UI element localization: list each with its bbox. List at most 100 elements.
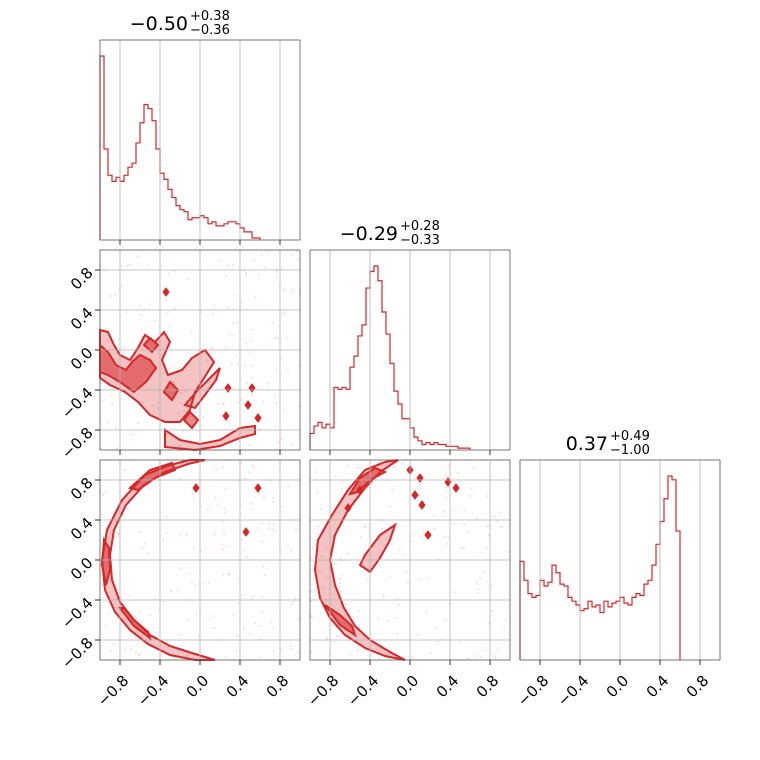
scatter-point: [185, 534, 188, 537]
contour-island: [254, 483, 262, 493]
contour-fill-outer: [100, 330, 214, 422]
scatter-point: [201, 415, 205, 418]
scatter-point: [231, 264, 234, 267]
scatter-point: [460, 546, 464, 549]
scatter-point: [452, 508, 455, 512]
scatter-point: [469, 494, 472, 498]
scatter-point: [207, 581, 211, 584]
scatter-point: [271, 626, 274, 629]
scatter-point: [222, 533, 226, 536]
scatter-point: [235, 321, 239, 324]
scatter-point: [211, 313, 215, 316]
scatter-point: [237, 601, 240, 605]
scatter-point: [363, 523, 367, 526]
scatter-point: [500, 525, 504, 528]
scatter-point: [123, 469, 127, 472]
scatter-point: [289, 549, 293, 552]
contour-island: [344, 503, 352, 513]
scatter-point: [254, 296, 257, 299]
scatter-point: [340, 481, 344, 484]
scatter-point: [325, 546, 328, 549]
scatter-point: [505, 563, 508, 566]
scatter-point: [237, 577, 240, 580]
scatter-point: [295, 250, 299, 253]
scatter-point: [249, 340, 253, 343]
contour-line-inner: [182, 410, 200, 430]
scatter-point: [244, 271, 247, 275]
contour-fill-inner: [130, 463, 175, 490]
scatter-point: [133, 616, 136, 619]
contour-island: [411, 490, 419, 500]
scatter-point: [221, 574, 225, 577]
scatter-point: [257, 273, 261, 276]
contour-island: [192, 483, 200, 493]
scatter-point: [194, 583, 197, 586]
scatter-point: [281, 267, 284, 270]
scatter-point: [275, 369, 278, 372]
scatter-point: [326, 637, 329, 640]
scatter-point: [227, 421, 231, 425]
scatter-point: [221, 465, 224, 469]
scatter-point: [340, 590, 344, 593]
scatter-point: [249, 443, 252, 446]
scatter-point: [411, 540, 414, 543]
scatter-point: [185, 531, 188, 535]
scatter-point: [213, 531, 216, 534]
scatter-point: [236, 401, 239, 404]
scatter-point: [447, 465, 450, 468]
scatter-point: [462, 523, 466, 526]
scatter-point: [475, 654, 478, 657]
scatter-point: [112, 643, 115, 646]
scatter-point: [403, 553, 406, 557]
scatter-point: [143, 542, 147, 545]
contour-line-outer: [99, 328, 216, 423]
scatter-point: [109, 295, 112, 298]
scatter-point: [319, 570, 322, 573]
scatter-point: [334, 475, 337, 478]
contour-line-inner: [127, 461, 177, 492]
scatter-point: [263, 265, 266, 269]
scatter-point: [479, 577, 482, 580]
scatter-point: [213, 626, 216, 629]
scatter-point: [114, 606, 117, 609]
scatter-point: [227, 333, 230, 336]
contour-line-inner: [162, 380, 180, 402]
scatter-point: [104, 490, 107, 493]
scatter-point: [137, 422, 140, 425]
contour-island: [222, 411, 230, 421]
scatter-point: [140, 546, 143, 549]
scatter-point: [268, 522, 271, 526]
scatter-point: [214, 496, 217, 499]
scatter-point: [267, 527, 271, 530]
contour-fill-inner: [120, 608, 150, 638]
scatter-point: [320, 555, 323, 558]
scatter-point: [111, 402, 114, 406]
scatter-point: [165, 532, 168, 535]
scatter-point: [261, 611, 264, 614]
scatter-point: [249, 633, 252, 636]
scatter-point: [392, 466, 395, 469]
scatter-point: [418, 578, 421, 581]
scatter-point: [243, 549, 246, 552]
scatter-point: [479, 551, 482, 554]
scatter-point: [295, 529, 298, 532]
scatter-point: [286, 369, 290, 372]
scatter-point: [475, 581, 478, 584]
scatter-point: [173, 381, 176, 385]
scatter-point: [177, 411, 181, 414]
scatter-point: [467, 656, 470, 660]
scatter-point: [443, 535, 446, 538]
scatter-point: [140, 328, 144, 331]
contour-layer: [99, 287, 460, 661]
panel-title-2: 0.37 +0.49−1.00: [566, 429, 650, 458]
scatter-point: [297, 364, 300, 367]
scatter-point: [225, 274, 228, 277]
contour-island: [416, 473, 424, 483]
scatter-point: [166, 312, 169, 315]
scatter-point: [280, 437, 283, 441]
scatter-point: [225, 306, 229, 309]
scatter-point: [230, 363, 234, 366]
contour-line-inner: [99, 342, 158, 394]
scatter-point: [101, 493, 104, 497]
